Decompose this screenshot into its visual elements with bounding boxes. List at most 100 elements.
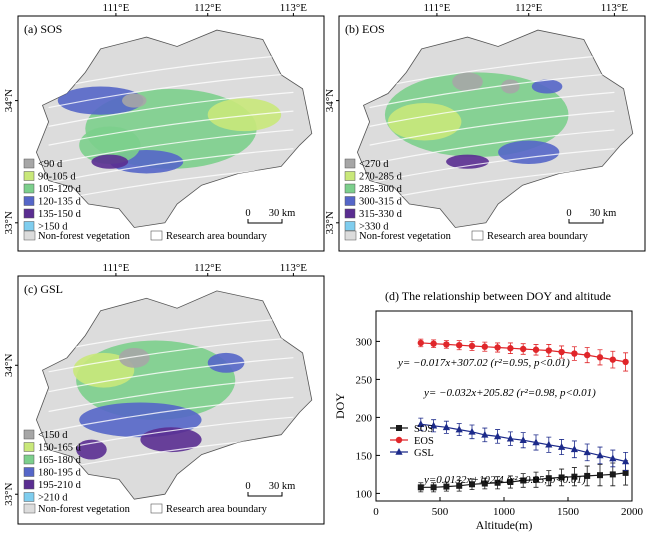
boundary-label: Research area boundary [166,231,268,242]
data-point [494,479,501,486]
data-point [583,448,591,456]
legend-swatch [23,158,35,169]
data-point [532,438,540,446]
top-tick-label: 111°E [103,262,130,274]
data-point [519,436,527,443]
vegetation-patch [446,154,489,169]
vegetation-layer [48,317,294,472]
linear-feature [48,129,294,165]
data-point [443,341,450,348]
x-axis-label: Altitude(m) [476,518,533,532]
legend-label: SOS [414,424,433,435]
data-point [545,347,552,354]
scale-bar [247,492,283,497]
linear-feature [369,72,615,109]
series-eos [417,338,629,372]
scale-label: 30 km [269,208,296,219]
data-point [584,351,591,359]
linear-feature [369,110,615,146]
scale-zero: 0 [245,481,250,492]
data-point [532,346,540,353]
top-tick-label: 112°E [515,2,542,14]
linear-feature [48,337,294,373]
boundary-swatch [150,230,163,241]
data-point [395,436,403,444]
legend-label: >150 d [38,222,68,233]
data-point [468,427,476,435]
data-point [481,480,488,487]
boundary-swatch [471,230,484,241]
data-point [417,484,424,491]
legend-swatch [344,183,356,194]
top-tick-label: 111°E [103,2,130,14]
linear-feature [48,357,294,393]
top-tick-label: 113°E [280,2,307,14]
legend-swatch [23,171,35,181]
y-axis-label: DOY [333,393,347,419]
map-panel-eos: (b) EOS 111°E 112°E 113°E 34°N 33°N <270 d 270-… [324,2,646,252]
legend-swatch [23,429,35,440]
data-point [430,484,437,491]
data-point [494,432,502,440]
data-point [481,430,489,438]
y-tick-label: 200 [356,412,373,424]
legend-swatch [344,171,356,181]
legend-swatch [344,158,356,169]
legend-label: 90-105 d [38,172,76,183]
vegetation-patch [122,93,147,108]
data-point [558,348,565,356]
data-point [430,421,438,429]
legend-swatch [23,183,35,194]
boundary-label: Research area boundary [166,504,268,515]
scale-bar [568,219,604,224]
regression-label: y=0.0132x+102.4 (r²=0.95, p<0.01) [423,474,586,486]
data-point [609,471,616,478]
data-point [558,474,565,481]
vegetation-patch [118,347,150,368]
legend-label: 150-165 d [38,443,82,454]
legend-swatch [23,492,35,502]
data-point [417,339,424,347]
data-point [596,354,604,361]
data-point [558,443,566,450]
x-tick-label: 2000 [621,506,644,518]
vegetation-patch [531,79,563,94]
data-point [468,342,476,350]
legend-label: 270-285 d [359,172,403,183]
plot-frame [375,310,633,502]
data-point [622,457,630,465]
data-point [597,472,603,479]
nonforest-swatch [23,230,36,241]
data-point [520,477,527,484]
data-point [456,342,463,349]
map-panel-gsl: (c) GSL 111°E 112°E 113°E 34°N 33°N <150 d 150-… [3,262,325,525]
top-tick-label: 113°E [280,262,307,274]
legend-label: <90 d [38,159,63,170]
legend-swatch [23,208,35,219]
data-point [520,345,527,353]
legend-swatch [23,467,35,477]
x-tick-label: 500 [432,506,449,518]
linear-feature [369,54,615,90]
linear-feature [48,416,294,452]
legend-label: 180-195 d [38,468,82,479]
vegetation-patch [452,72,483,92]
vegetation-patch [207,98,282,132]
data-point [481,343,488,350]
nonforest-swatch [23,503,36,514]
linear-feature [48,317,294,353]
data-point [622,358,629,366]
scale-bar [247,219,283,224]
vegetation-layer [369,54,615,203]
legend-swatch [344,221,356,231]
left-tick-label: 34°N [3,89,15,112]
data-point [395,448,403,455]
data-point [469,481,475,488]
legend-label: 300-315 d [359,197,403,208]
legend-label: 105-120 d [38,184,82,195]
vegetation-patch [57,86,144,115]
series-sos [417,460,629,493]
data-point [507,345,514,352]
data-point [533,476,539,483]
